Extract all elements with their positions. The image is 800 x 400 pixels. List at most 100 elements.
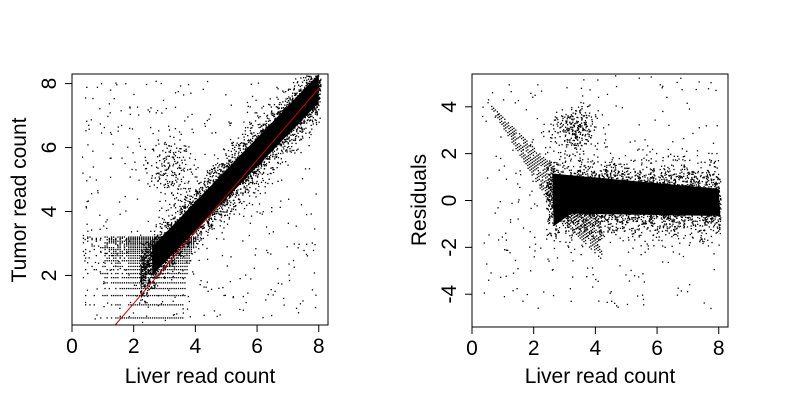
data-point <box>263 158 265 161</box>
data-point <box>175 255 177 257</box>
data-point <box>195 214 197 217</box>
data-point <box>186 210 188 213</box>
data-point <box>254 147 257 149</box>
data-point <box>225 193 228 195</box>
data-point <box>147 255 149 257</box>
data-point <box>258 148 261 151</box>
data-point <box>260 152 262 154</box>
data-point <box>240 142 243 144</box>
data-point <box>149 243 151 245</box>
data-point <box>154 250 156 253</box>
data-point <box>237 189 239 191</box>
data-point <box>218 207 221 209</box>
data-point <box>153 268 156 270</box>
data-point <box>222 163 225 165</box>
data-point <box>143 304 145 306</box>
data-point <box>174 223 176 226</box>
data-point <box>309 105 312 107</box>
data-point <box>104 277 106 279</box>
data-point <box>104 260 106 262</box>
data-point <box>250 156 252 159</box>
data-point <box>238 170 240 172</box>
data-point <box>119 247 121 249</box>
data-point <box>134 245 136 247</box>
data-point <box>171 239 173 241</box>
data-point <box>204 191 206 193</box>
data-point <box>308 82 311 84</box>
data-point <box>173 282 175 284</box>
data-point <box>225 204 227 206</box>
data-point <box>237 177 239 180</box>
data-point <box>189 221 192 223</box>
data-point <box>307 111 310 113</box>
data-point <box>237 174 239 176</box>
data-point <box>183 198 186 200</box>
data-point <box>303 121 305 123</box>
data-point <box>275 106 277 108</box>
data-point <box>263 147 265 149</box>
data-point <box>287 125 289 127</box>
data-point <box>149 257 151 259</box>
data-point <box>276 139 279 141</box>
data-point <box>263 163 265 166</box>
data-point <box>161 253 163 255</box>
data-point <box>276 155 278 157</box>
data-point <box>297 81 299 83</box>
data-point <box>160 227 163 229</box>
data-point <box>187 204 190 206</box>
data-point <box>234 157 236 159</box>
data-point <box>100 250 102 253</box>
data-point <box>148 264 150 266</box>
data-point <box>256 137 258 139</box>
data-point <box>170 244 172 247</box>
data-point <box>287 113 290 116</box>
data-point <box>219 168 221 171</box>
data-point <box>180 240 182 242</box>
data-point <box>305 112 307 115</box>
data-point <box>149 248 151 251</box>
data-point <box>277 98 279 100</box>
data-point <box>177 240 179 242</box>
data-point <box>257 132 259 135</box>
data-point <box>144 263 146 265</box>
data-point <box>259 136 261 138</box>
data-point <box>314 96 316 98</box>
data-point <box>233 206 235 208</box>
data-point <box>170 218 172 221</box>
data-point <box>243 165 245 167</box>
data-point <box>180 317 182 319</box>
data-point <box>191 223 193 225</box>
data-point <box>252 148 255 150</box>
data-point <box>180 193 182 196</box>
data-point <box>282 127 284 129</box>
data-point <box>262 129 264 131</box>
data-point <box>199 209 201 211</box>
data-point <box>160 277 162 279</box>
data-point <box>169 248 171 251</box>
data-point <box>290 124 293 126</box>
data-point <box>223 181 226 184</box>
data-point <box>199 211 201 213</box>
data-point <box>164 232 166 234</box>
data-point <box>217 212 219 214</box>
data-point <box>177 269 180 271</box>
data-point <box>157 270 159 272</box>
data-point <box>296 110 299 113</box>
data-point <box>206 197 208 199</box>
data-point <box>297 118 299 120</box>
data-point <box>207 224 209 226</box>
data-point <box>265 139 267 142</box>
data-point <box>184 277 186 279</box>
data-point <box>171 252 173 254</box>
data-point <box>230 184 232 187</box>
data-point <box>226 181 229 184</box>
data-point <box>175 222 177 224</box>
data-point <box>201 218 203 220</box>
data-point <box>197 234 199 236</box>
data-point <box>141 277 143 280</box>
data-point <box>218 186 220 188</box>
data-point <box>262 141 264 143</box>
data-point <box>146 302 148 304</box>
data-point <box>285 139 287 141</box>
data-point <box>178 232 181 234</box>
